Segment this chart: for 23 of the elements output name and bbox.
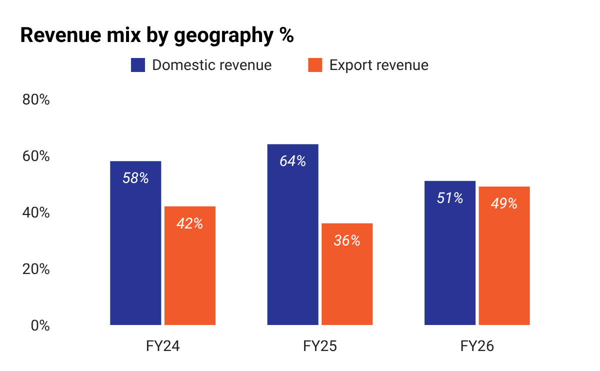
- chart-title: Revenue mix by geography %: [20, 24, 294, 48]
- bar: [110, 161, 162, 325]
- data-label: 58%: [122, 169, 150, 188]
- bar: [478, 186, 530, 325]
- data-label: 42%: [176, 214, 204, 232]
- y-tick-label: 80%: [22, 90, 50, 108]
- data-label: 51%: [436, 188, 464, 207]
- y-tick-label: 40%: [22, 203, 50, 222]
- bar: [322, 223, 373, 325]
- data-label: 49%: [490, 194, 518, 213]
- data-label: 64%: [279, 152, 306, 170]
- x-tick-label: FY25: [302, 337, 338, 355]
- data-label: 36%: [334, 231, 361, 250]
- x-tick-label: FY26: [460, 337, 494, 355]
- bar: [424, 180, 476, 325]
- x-tick-label: FY24: [146, 337, 180, 355]
- legend-label: Domestic revenue: [152, 56, 272, 74]
- y-tick-label: 60%: [22, 146, 50, 165]
- y-tick-label: 20%: [22, 260, 50, 278]
- legend-label: Export revenue: [329, 56, 429, 74]
- bar: [164, 206, 216, 325]
- bar: [267, 144, 318, 325]
- y-tick-label: 0%: [30, 316, 50, 334]
